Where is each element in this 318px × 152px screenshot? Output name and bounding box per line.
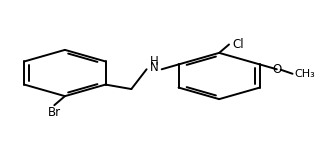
Text: H: H — [150, 55, 158, 68]
Text: Cl: Cl — [233, 38, 244, 51]
Text: N: N — [150, 61, 158, 74]
Text: O: O — [272, 63, 281, 76]
Text: Br: Br — [48, 106, 61, 119]
Text: CH₃: CH₃ — [294, 69, 315, 79]
